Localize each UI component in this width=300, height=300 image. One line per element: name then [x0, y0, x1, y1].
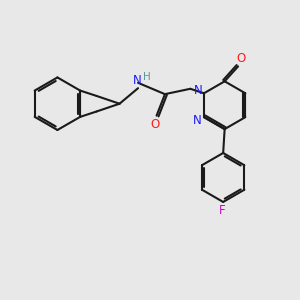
Text: N: N — [193, 114, 202, 127]
Text: O: O — [236, 52, 246, 65]
Text: N: N — [133, 74, 142, 87]
Text: H: H — [142, 72, 150, 82]
Text: O: O — [151, 118, 160, 130]
Text: N: N — [194, 84, 202, 97]
Text: F: F — [219, 204, 226, 218]
